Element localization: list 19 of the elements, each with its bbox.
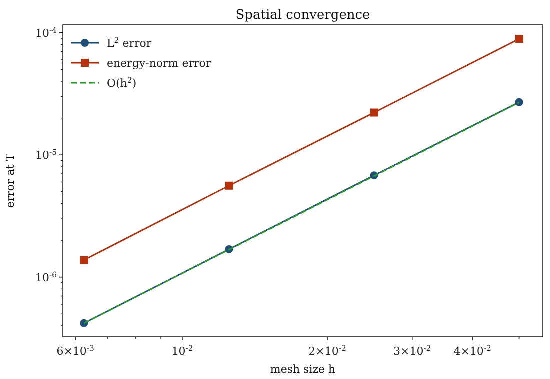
y-tick-label: 10$^{-6}$: [36, 270, 58, 284]
x-tick-label: 6×10$^{-3}$: [56, 344, 95, 358]
point: [80, 256, 88, 264]
legend-label: O(h$^{2}$): [107, 76, 137, 90]
point: [515, 35, 524, 44]
x-tick-label: 10$^{-2}$: [172, 344, 194, 358]
y-axis-title: error at T: [4, 153, 17, 208]
x-tick-label: 3×10$^{-2}$: [394, 344, 432, 358]
x-tick-label: 2×10$^{-2}$: [308, 344, 346, 358]
legend-label: energy-norm error: [107, 57, 212, 70]
legend-label: L$^{2}$ error: [107, 36, 152, 50]
x-tick-label: 4×10$^{-2}$: [454, 344, 492, 358]
y-tick-label: 10$^{-4}$: [36, 25, 58, 40]
point: [225, 182, 234, 190]
chart-title: Spatial convergence: [236, 8, 371, 23]
point: [515, 98, 524, 106]
y-tick-label: 10$^{-5}$: [36, 148, 58, 162]
point: [370, 108, 378, 117]
x-axis-title: mesh size h: [270, 363, 336, 376]
